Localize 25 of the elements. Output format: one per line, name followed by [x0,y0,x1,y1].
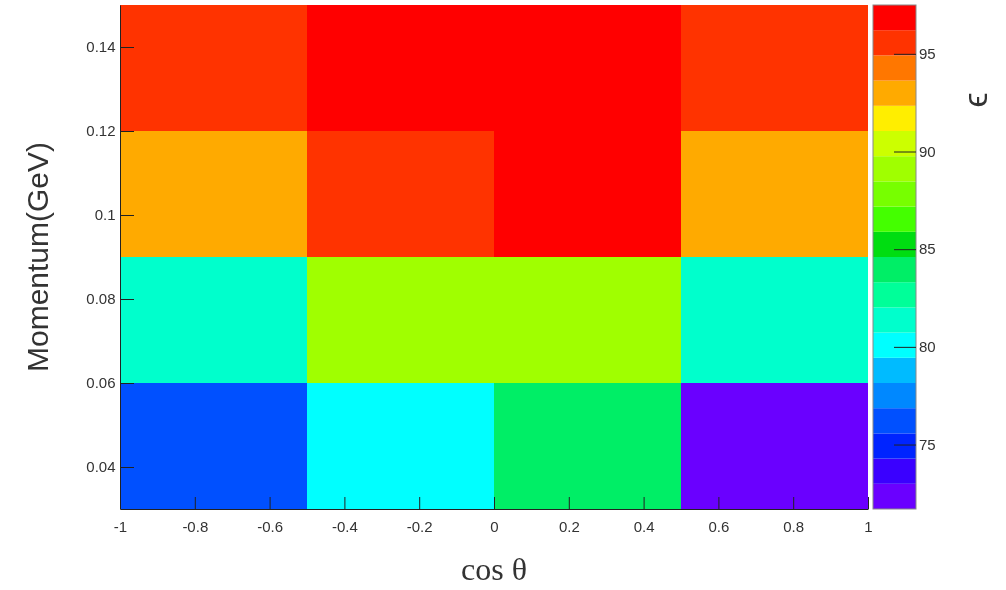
y-tick-label: 0.06 [86,374,116,392]
y-tick-label: 0.04 [86,458,116,476]
color-bar-label: 90 [919,142,936,160]
color-bar-label: 85 [919,240,936,258]
color-bar-label: 95 [919,45,936,63]
x-tick-label: 0.6 [708,517,730,535]
y-tick-label: 0.14 [86,38,116,56]
y-tick-label: 0.08 [86,290,116,308]
y-tick-label: 0.1 [94,206,116,224]
color-bar-title: ϵ [955,92,994,108]
color-bar-label: 75 [919,435,936,453]
x-tick-label: 0 [490,517,499,535]
x-tick-label: 0.8 [783,517,805,535]
x-tick-label: 1 [864,517,873,535]
color-bar-label: 80 [919,338,936,356]
x-tick-label: -0.8 [182,517,209,535]
x-axis-title: cos θ [461,551,527,587]
x-tick-label: 0.4 [633,517,655,535]
x-tick-label: -0.6 [257,517,284,535]
x-tick-label: 0.2 [558,517,580,535]
y-axis-title: Momentum(GeV) [21,141,54,373]
x-tick-label: -0.4 [331,517,358,535]
x-tick-label: -0.2 [406,517,433,535]
x-tick-label: -1 [113,517,128,535]
y-tick-label: 0.12 [86,122,116,140]
